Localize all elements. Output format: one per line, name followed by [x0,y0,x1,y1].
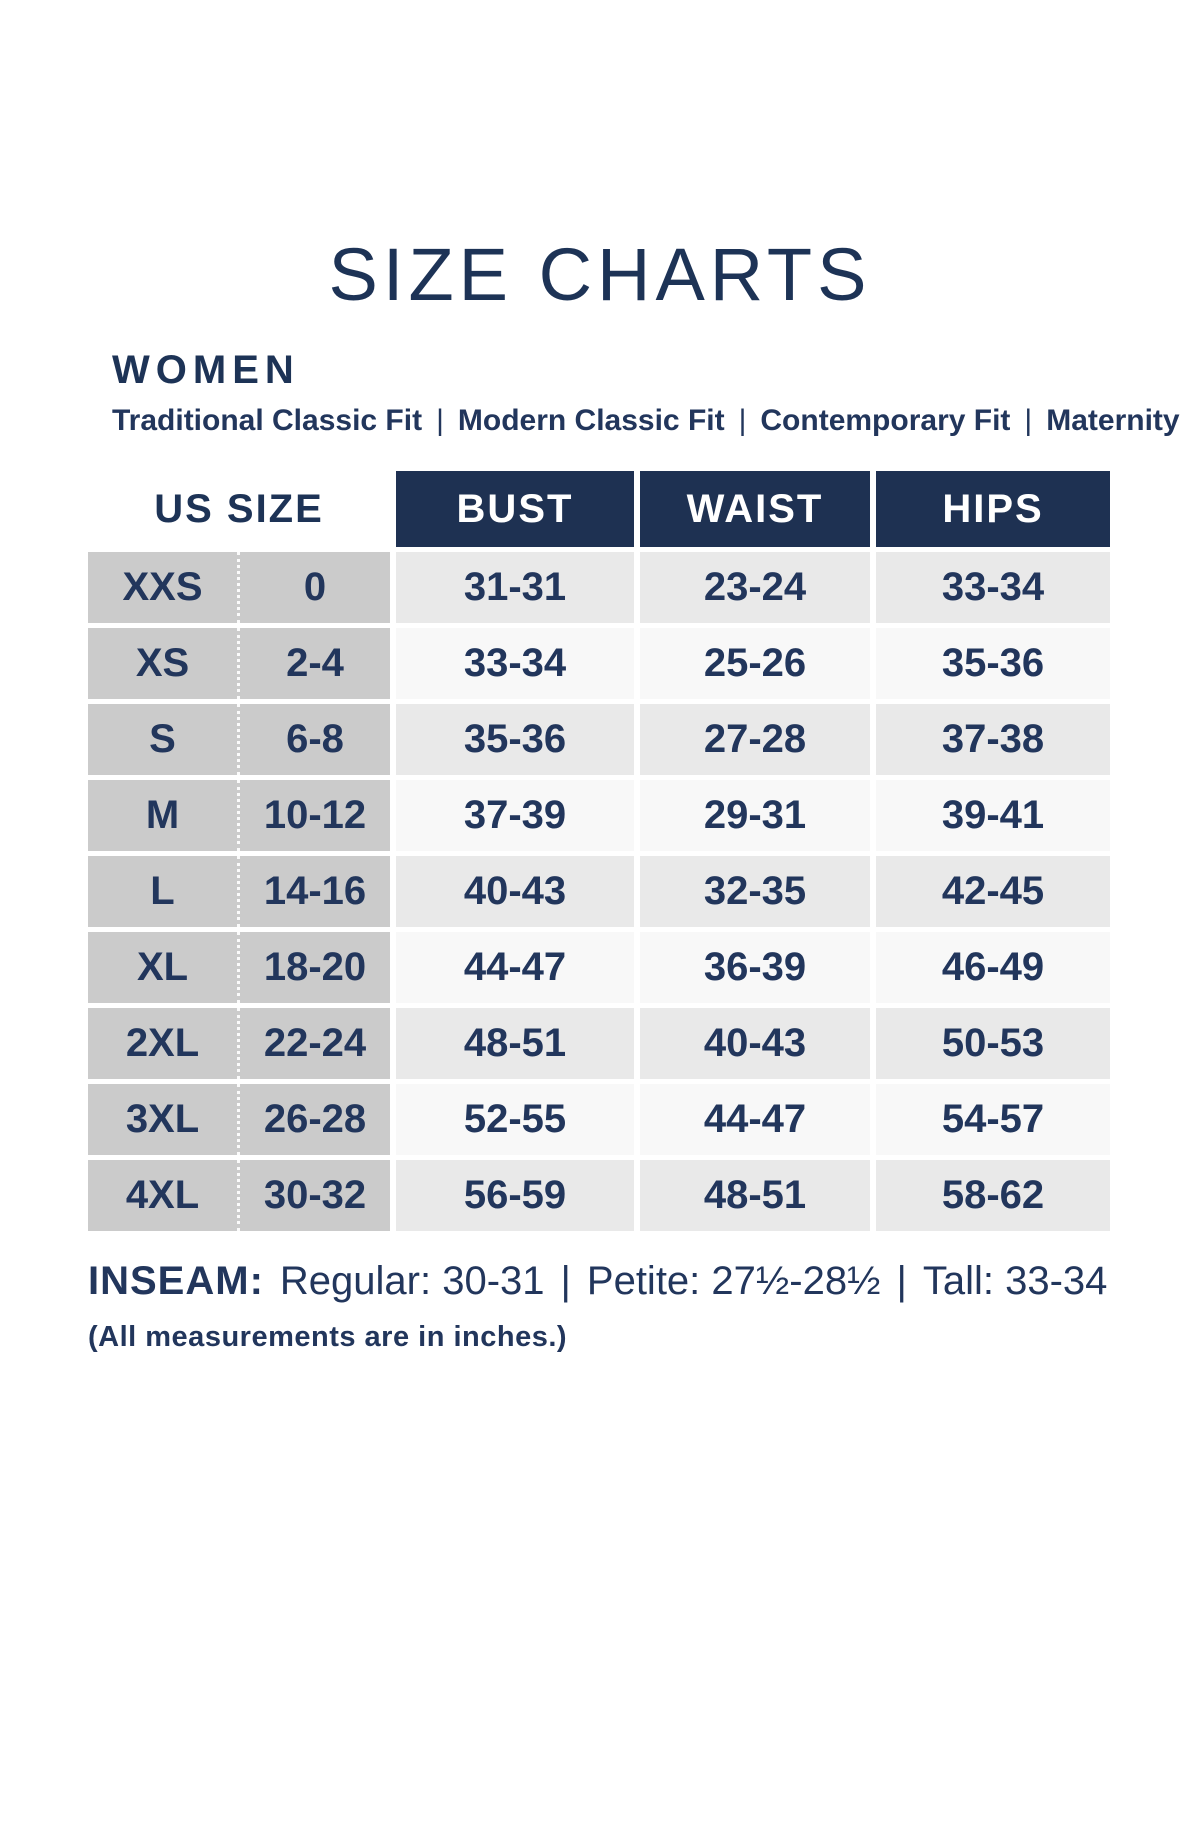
us-size-cell: 26-28 [237,1084,390,1155]
size-group: M 10-12 [88,780,390,851]
table-row: 4XL 30-32 56-59 48-51 58-62 [88,1160,1110,1231]
fit-options-line: Traditional Classic Fit | Modern Classic F… [112,404,1200,437]
us-size-cell: 6-8 [237,704,390,775]
table-row: S 6-8 35-36 27-28 37-38 [88,704,1110,775]
separator: | [1024,404,1033,437]
hips-cell: 50-53 [876,1008,1110,1079]
table-row: L 14-16 40-43 32-35 42-45 [88,856,1110,927]
table-row: M 10-12 37-39 29-31 39-41 [88,780,1110,851]
hips-cell: 37-38 [876,704,1110,775]
waist-cell: 36-39 [640,932,870,1003]
waist-cell: 44-47 [640,1084,870,1155]
inseam-option: Regular: 30-31 [279,1259,545,1303]
hips-cell: 42-45 [876,856,1110,927]
table-header-row: US SIZE BUST WAIST HIPS [88,471,1110,547]
measurement-units-note: (All measurements are in inches.) [88,1321,568,1353]
us-size-cell: 0 [237,552,390,623]
size-label-cell: XXS [122,565,203,609]
bust-cell: 35-36 [396,704,634,775]
bust-cell: 40-43 [396,856,634,927]
hips-cell: 35-36 [876,628,1110,699]
bust-cell: 48-51 [396,1008,634,1079]
separator: | [436,404,444,437]
bust-cell: 31-31 [396,552,634,623]
bust-cell: 44-47 [396,932,634,1003]
fit-option: Maternity [1046,404,1180,437]
hips-cell: 54-57 [876,1084,1110,1155]
section-title-women: WOMEN [112,348,300,392]
size-group: 3XL 26-28 [88,1084,390,1155]
fit-option: Modern Classic Fit [457,404,725,437]
column-header-waist: WAIST [640,471,870,547]
fit-option: Traditional Classic Fit [112,404,423,437]
hips-cell: 58-62 [876,1160,1110,1231]
table-row: XS 2-4 33-34 25-26 35-36 [88,628,1110,699]
inseam-option: Petite: 27½-28½ [586,1259,881,1303]
bust-cell: 37-39 [396,780,634,851]
size-label-cell: 2XL [125,1021,200,1065]
size-group: XXS 0 [88,552,390,623]
table-row: 2XL 22-24 48-51 40-43 50-53 [88,1008,1110,1079]
bust-cell: 52-55 [396,1084,634,1155]
hips-cell: 33-34 [876,552,1110,623]
separator: | [896,1259,907,1303]
size-chart-table: US SIZE BUST WAIST HIPS XXS 0 31-31 23-2… [88,471,1110,1231]
table-row: XXS 0 31-31 23-24 33-34 [88,552,1110,623]
hips-cell: 46-49 [876,932,1110,1003]
size-group: 4XL 30-32 [88,1160,390,1231]
page-title: SIZE CHARTS [328,233,872,316]
size-label-cell: 4XL [125,1173,200,1217]
bust-cell: 33-34 [396,628,634,699]
table-row: 3XL 26-28 52-55 44-47 54-57 [88,1084,1110,1155]
table-row: XL 18-20 44-47 36-39 46-49 [88,932,1110,1003]
column-header-us-size: US SIZE [88,471,390,547]
waist-cell: 29-31 [640,780,870,851]
us-size-cell: 22-24 [237,1008,390,1079]
us-size-cell: 2-4 [237,628,390,699]
inseam-option: Tall: 33-34 [922,1259,1108,1303]
size-label-cell: 3XL [125,1097,200,1141]
us-size-cell: 30-32 [237,1160,390,1231]
size-group: S 6-8 [88,704,390,775]
waist-cell: 23-24 [640,552,870,623]
size-label-cell: XS [135,641,190,685]
size-group: XS 2-4 [88,628,390,699]
bust-cell: 56-59 [396,1160,634,1231]
waist-cell: 48-51 [640,1160,870,1231]
size-label-cell: S [149,717,176,761]
us-size-cell: 10-12 [237,780,390,851]
size-label-cell: XL [136,945,189,989]
column-header-bust: BUST [396,471,634,547]
size-group: L 14-16 [88,856,390,927]
waist-cell: 27-28 [640,704,870,775]
hips-cell: 39-41 [876,780,1110,851]
waist-cell: 25-26 [640,628,870,699]
column-header-hips: HIPS [876,471,1110,547]
separator: | [738,404,747,437]
size-group: 2XL 22-24 [88,1008,390,1079]
fit-option: Contemporary Fit [760,404,1011,437]
us-size-cell: 14-16 [237,856,390,927]
waist-cell: 32-35 [640,856,870,927]
inseam-label: INSEAM: [88,1259,264,1303]
size-group: XL 18-20 [88,932,390,1003]
us-size-cell: 18-20 [237,932,390,1003]
size-label-cell: M [145,793,180,837]
waist-cell: 40-43 [640,1008,870,1079]
separator: | [560,1259,571,1303]
size-label-cell: L [150,869,175,913]
inseam-info-line: INSEAM: Regular: 30-31 | Petite: 27½-28½ | Ta… [88,1261,1200,1301]
